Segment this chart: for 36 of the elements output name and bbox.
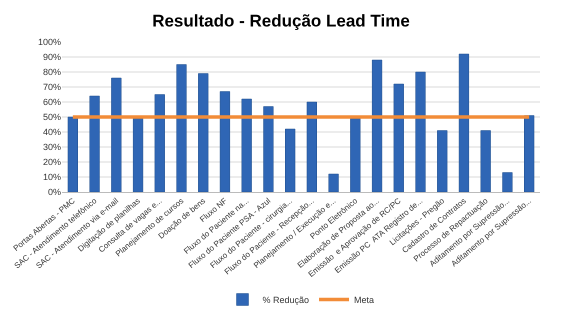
bar [220,91,230,192]
bar [68,116,78,192]
y-tick-label: 30% [42,142,61,152]
bar [372,60,382,192]
legend-label: % Redução [262,295,310,306]
y-tick-label: 10% [42,172,61,182]
y-tick-label: 100% [38,37,61,48]
bar [132,118,144,192]
bar [458,54,470,192]
y-tick-label: 90% [42,52,61,62]
y-tick-label: 60% [42,97,61,108]
bar [524,115,534,192]
y-tick-label: 20% [42,157,61,168]
bar [154,94,165,192]
y-tick-label: 40% [42,127,61,138]
bar [437,130,448,192]
bar [328,174,339,192]
y-tick-label: 80% [42,67,61,78]
bar [285,128,296,192]
bar [89,96,100,192]
y-tick-label: 50% [42,112,61,122]
bar [502,172,513,192]
bar [263,106,274,192]
bar [176,64,187,192]
legend-label: Meta [354,295,374,306]
y-tick-label: 70% [42,82,61,92]
chart-title: Resultado - Redução Lead Time [152,12,410,31]
bar [480,130,491,192]
bar [350,118,360,192]
bar [415,72,426,192]
bar [111,78,122,192]
bar [394,84,404,192]
bar [242,98,252,192]
bar [198,73,208,192]
y-tick-label: 0% [48,187,61,198]
bar [306,102,317,192]
